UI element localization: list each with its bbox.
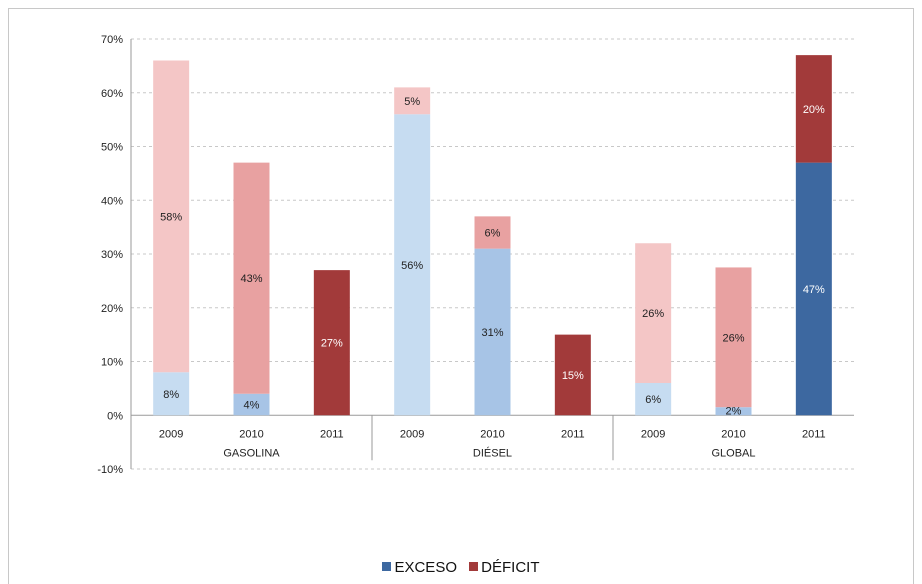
bar-segment-deficit xyxy=(715,267,752,408)
bar-segment-deficit xyxy=(795,55,832,163)
legend-label-deficit: DÉFICIT xyxy=(481,559,540,576)
x-category-label: 2010 xyxy=(480,428,504,440)
bar-segment-deficit xyxy=(554,334,591,416)
legend-swatch-deficit xyxy=(469,562,479,571)
y-tick-label: 50% xyxy=(101,142,123,154)
bar-segment-exceso xyxy=(394,114,431,416)
legend-item-deficit: DÉFICIT xyxy=(469,559,540,576)
x-group-label: GASOLINA xyxy=(223,447,280,459)
bar-segment-exceso xyxy=(474,248,511,416)
data-label-exceso: 2% xyxy=(726,405,742,417)
x-category-label: 2011 xyxy=(802,428,826,440)
bar-segment-deficit xyxy=(635,243,672,383)
data-label-deficit: 20% xyxy=(803,104,825,116)
x-category-label: 2009 xyxy=(641,428,665,440)
data-label-exceso: 8% xyxy=(163,389,179,401)
bar-segment-exceso xyxy=(153,372,190,416)
x-category-label: 2011 xyxy=(320,428,344,440)
data-label-deficit: 43% xyxy=(240,273,262,285)
y-tick-label: 30% xyxy=(101,249,123,261)
x-category-label: 2011 xyxy=(561,428,585,440)
x-group-label: GLOBAL xyxy=(711,447,755,459)
data-label-exceso: 6% xyxy=(645,394,661,406)
legend-swatch-exceso xyxy=(382,562,392,571)
y-tick-label: 40% xyxy=(101,195,123,207)
legend-label-exceso: EXCESO xyxy=(394,559,457,576)
x-category-label: 2009 xyxy=(400,428,424,440)
x-group-label: DIÉSEL xyxy=(473,446,512,459)
data-label-deficit: 26% xyxy=(642,308,664,320)
data-label-exceso: 56% xyxy=(401,260,423,272)
legend-item-exceso: EXCESO xyxy=(382,559,457,576)
y-tick-label: 20% xyxy=(101,303,123,315)
bar-segment-exceso xyxy=(233,393,270,416)
y-tick-label: -10% xyxy=(97,464,123,476)
y-tick-label: 0% xyxy=(107,410,123,422)
bar-segment-exceso xyxy=(715,407,752,416)
chart-frame xyxy=(8,8,914,584)
bar-segment-deficit xyxy=(394,87,431,115)
data-label-exceso: 4% xyxy=(244,400,260,412)
x-category-label: 2009 xyxy=(159,428,183,440)
y-tick-label: 70% xyxy=(101,34,123,46)
data-label-deficit: 58% xyxy=(160,211,182,223)
data-label-exceso: 47% xyxy=(803,284,825,296)
data-label-deficit: 26% xyxy=(722,332,744,344)
bar-segment-deficit xyxy=(233,162,270,394)
data-label-deficit: 15% xyxy=(562,370,584,382)
bar-segment-exceso xyxy=(795,162,832,416)
chart-legend: EXCESO DÉFICIT xyxy=(0,559,922,576)
bar-segment-deficit xyxy=(474,216,511,249)
y-tick-label: 60% xyxy=(101,88,123,100)
data-label-deficit: 6% xyxy=(485,228,501,240)
data-label-deficit: 5% xyxy=(404,96,420,108)
x-category-label: 2010 xyxy=(721,428,745,440)
data-label-deficit: 27% xyxy=(321,338,343,350)
y-tick-label: 10% xyxy=(101,357,123,369)
data-label-exceso: 31% xyxy=(481,327,503,339)
bar-segment-exceso xyxy=(635,383,672,416)
bar-segment-deficit xyxy=(313,270,350,416)
bar-segment-deficit xyxy=(153,60,190,373)
x-category-label: 2010 xyxy=(239,428,263,440)
